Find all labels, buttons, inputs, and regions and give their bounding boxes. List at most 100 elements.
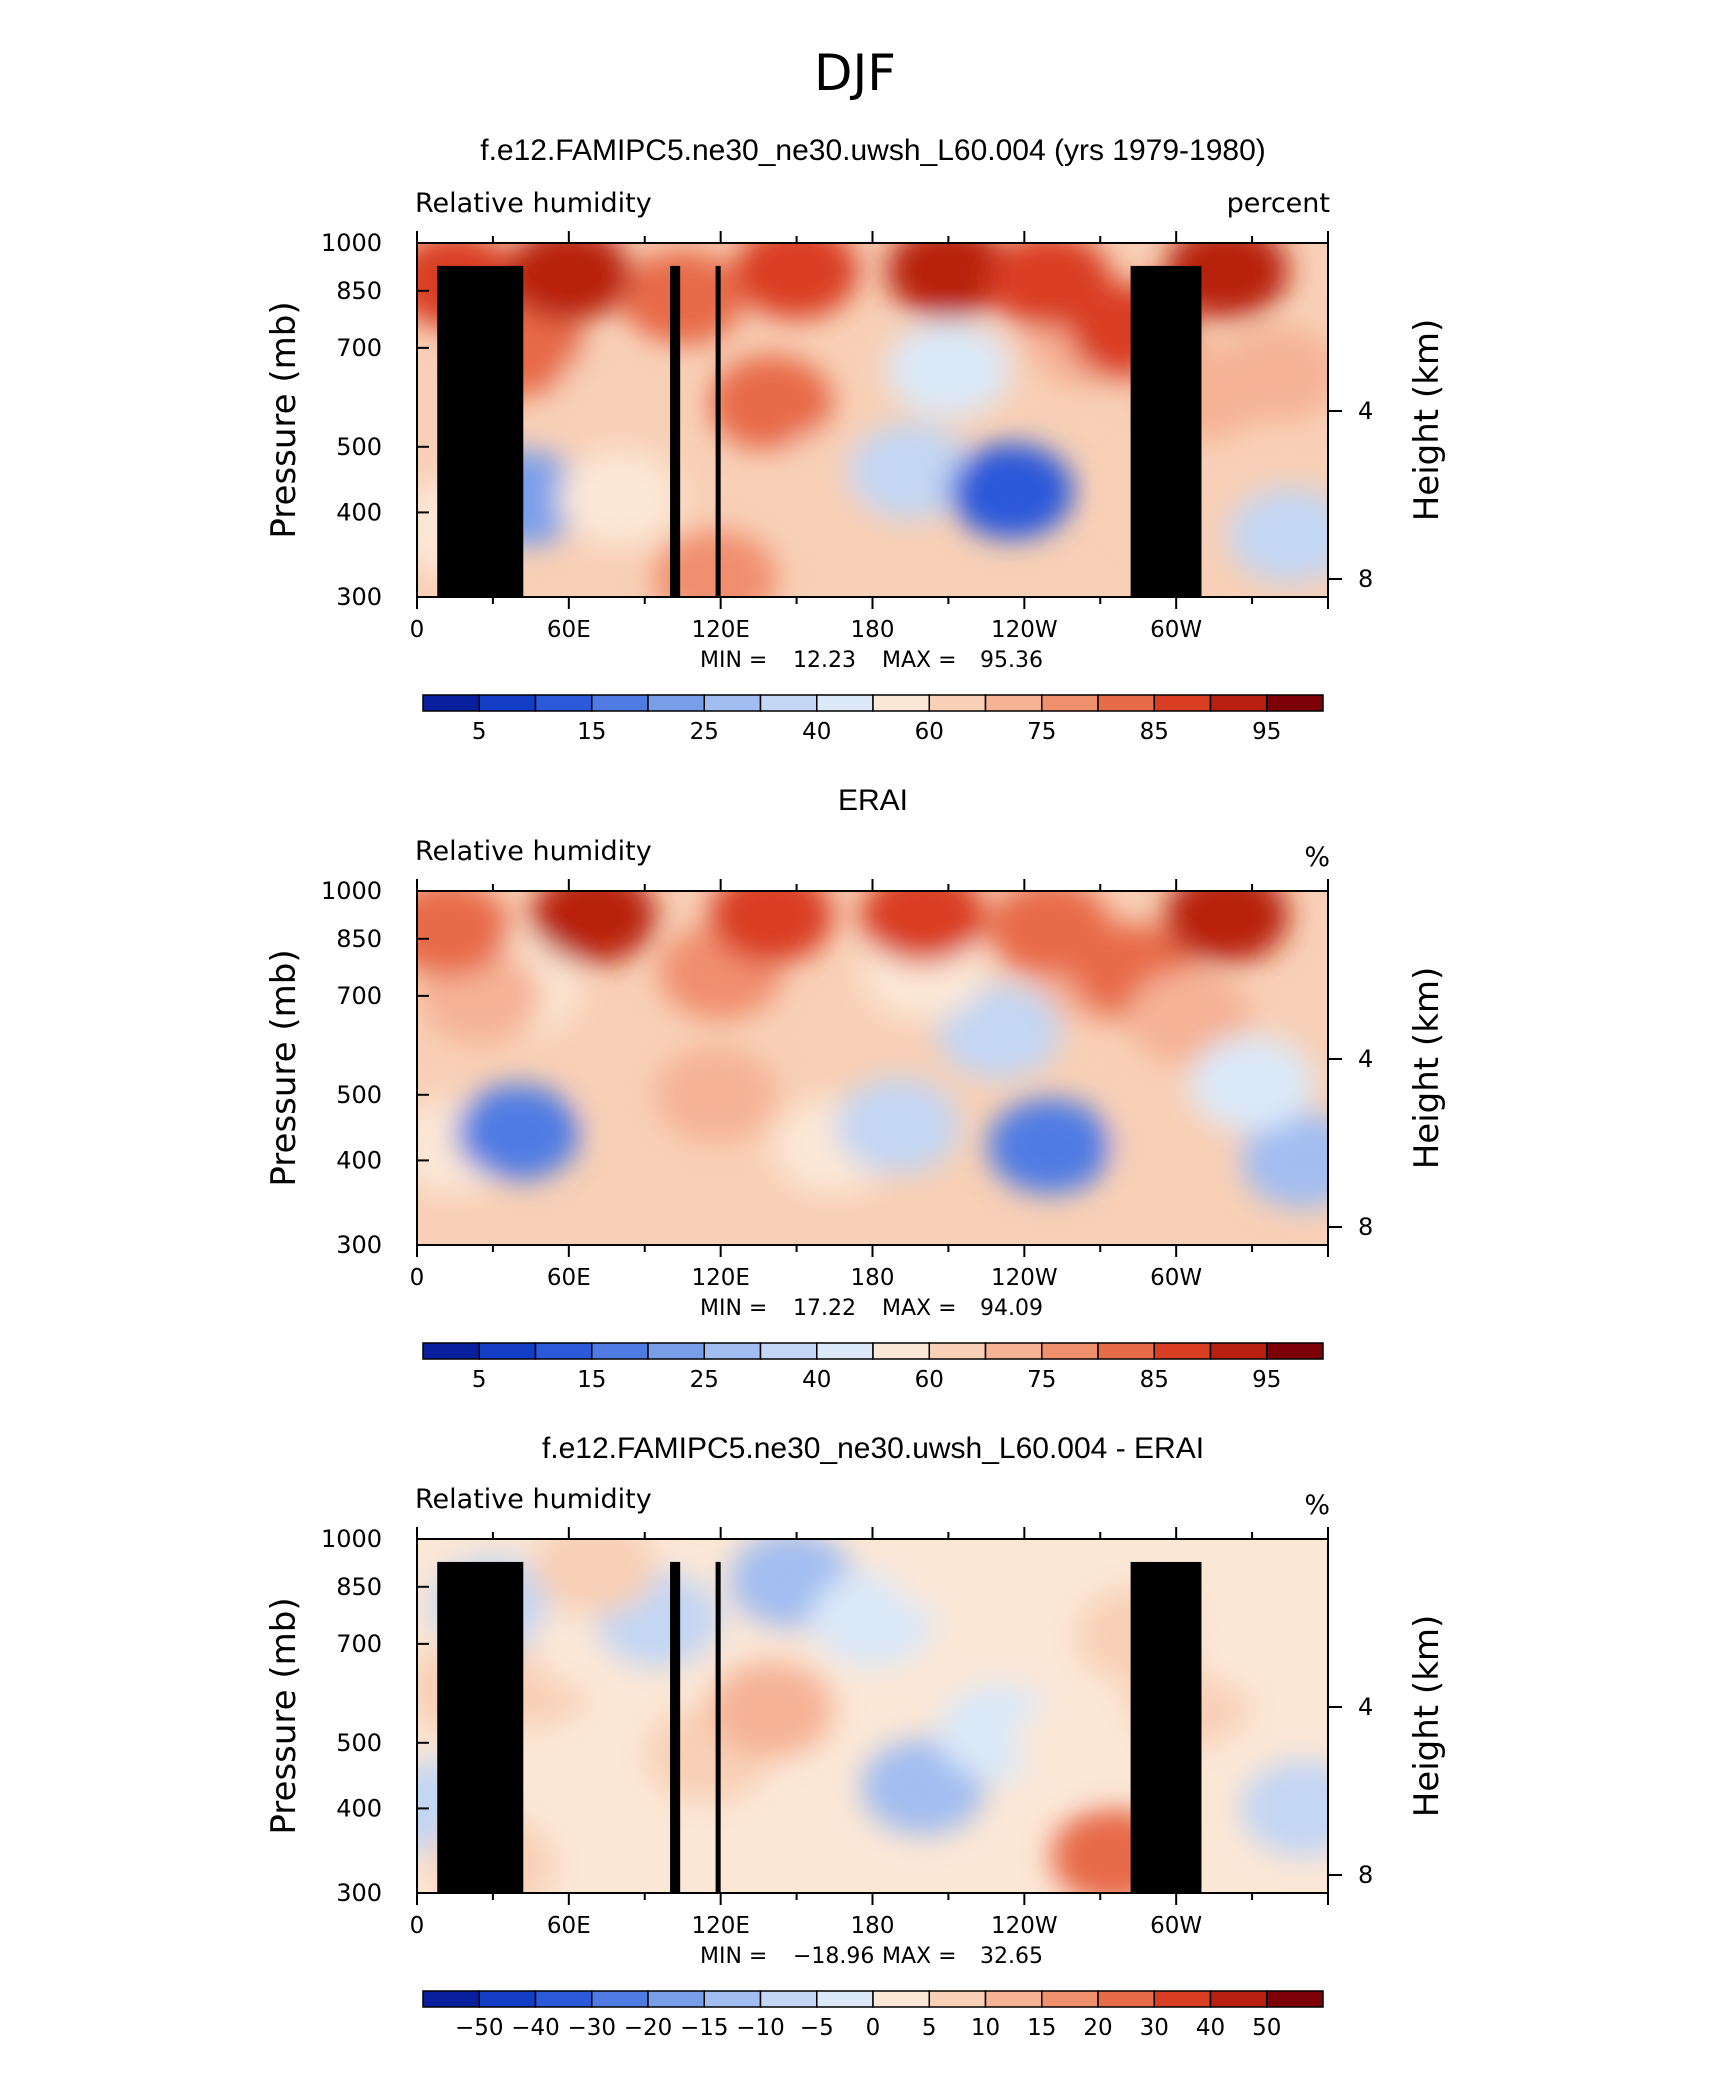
field-contour bbox=[1190, 1595, 1315, 1692]
colorbar-label: 75 bbox=[1027, 719, 1056, 745]
colorbar-bin bbox=[816, 1990, 874, 2008]
colorbar-bin bbox=[591, 694, 649, 712]
field-contour bbox=[557, 450, 682, 547]
min-value: 12.23 bbox=[793, 648, 856, 673]
colorbar-label: 25 bbox=[690, 719, 719, 745]
colorbar-bin bbox=[422, 1342, 480, 1360]
colorbar-bin bbox=[647, 694, 705, 712]
colorbar-label: −30 bbox=[567, 2015, 616, 2041]
colorbar-label: 30 bbox=[1140, 2015, 1169, 2041]
pressure-tick-label: 850 bbox=[336, 1573, 382, 1601]
colorbar-bin bbox=[1153, 694, 1212, 712]
field-contour bbox=[709, 1661, 834, 1758]
colorbar-label: 40 bbox=[802, 1367, 831, 1393]
panel-erai: ERAI Relative humidity % 0 60E 120E 180 120W… bbox=[264, 784, 1447, 1393]
colorbar-bin bbox=[1041, 694, 1099, 712]
colorbar-label: 15 bbox=[577, 719, 606, 745]
colorbar-label: 5 bbox=[922, 2015, 937, 2041]
x-tick-label: 180 bbox=[851, 617, 895, 643]
field-contour bbox=[886, 1539, 1011, 1612]
height-tick-label: 4 bbox=[1358, 397, 1373, 425]
colorbar-bin bbox=[759, 694, 818, 712]
field-contour bbox=[835, 1077, 960, 1174]
panel-model: f.e12.FAMIPC5.ne30_ne30.uwsh_L60.004 (yr… bbox=[264, 134, 1447, 745]
colorbar-bin bbox=[1266, 1990, 1324, 2008]
colorbar-label: 40 bbox=[1196, 2015, 1225, 2041]
x-tick-label: 60E bbox=[547, 617, 591, 643]
x-tick-label: 180 bbox=[851, 1913, 895, 1939]
pressure-tick-label: 1000 bbox=[321, 1525, 382, 1553]
variable-label: Relative humidity bbox=[415, 188, 652, 219]
field-contour bbox=[1240, 1760, 1328, 1857]
field-contour bbox=[653, 1046, 778, 1143]
colorbar-bin bbox=[1266, 694, 1324, 712]
field-contour bbox=[937, 983, 1062, 1080]
colorbar-label: −10 bbox=[736, 2015, 785, 2041]
colorbar-bin bbox=[872, 1342, 930, 1360]
field-contour bbox=[709, 891, 834, 964]
x-tick-label: 120W bbox=[991, 617, 1058, 643]
field-contour bbox=[557, 345, 682, 442]
max-label: MAX = bbox=[882, 1944, 957, 1969]
x-tick-label: 0 bbox=[410, 1265, 425, 1291]
topography-mask bbox=[715, 265, 721, 597]
pressure-tick-label: 1000 bbox=[321, 229, 382, 257]
height-axis-title: Height (km) bbox=[1407, 967, 1447, 1170]
variable-label: Relative humidity bbox=[415, 1484, 652, 1515]
x-tick-label: 60W bbox=[1150, 1265, 1202, 1291]
x-tick-label: 60W bbox=[1150, 1913, 1202, 1939]
topography-mask bbox=[1130, 1561, 1202, 1893]
colorbar-bin bbox=[422, 694, 480, 712]
colorbar-bin bbox=[1153, 1990, 1212, 2008]
x-tick-label: 0 bbox=[410, 617, 425, 643]
field-contour bbox=[620, 249, 745, 346]
colorbar-label: 60 bbox=[915, 719, 944, 745]
field-contour bbox=[1190, 1035, 1315, 1132]
pressure-tick-label: 700 bbox=[336, 1630, 382, 1658]
field-contour bbox=[532, 891, 657, 964]
pressure-tick-label: 850 bbox=[336, 277, 382, 305]
colorbar-label: 85 bbox=[1140, 1367, 1169, 1393]
field-contour bbox=[1126, 969, 1251, 1066]
topography-mask bbox=[490, 290, 516, 597]
colorbar-bin bbox=[984, 1342, 1043, 1360]
field-contour bbox=[861, 891, 986, 964]
colorbar-label: 95 bbox=[1252, 719, 1281, 745]
max-label: MAX = bbox=[882, 1296, 957, 1321]
x-tick-label: 180 bbox=[851, 1265, 895, 1291]
pressure-tick-label: 400 bbox=[336, 498, 382, 526]
colorbar-label: 60 bbox=[915, 1367, 944, 1393]
min-label: MIN = bbox=[700, 1296, 767, 1321]
topography-mask bbox=[1130, 265, 1202, 597]
max-value: 94.09 bbox=[980, 1296, 1043, 1321]
colorbar-bin bbox=[1209, 1990, 1268, 2008]
colorbar-bin bbox=[759, 1342, 818, 1360]
units-label: percent bbox=[1227, 188, 1330, 219]
colorbar-bin bbox=[984, 1990, 1043, 2008]
colorbar-bin bbox=[478, 694, 537, 712]
field-contour bbox=[1215, 326, 1328, 423]
x-tick-label: 120W bbox=[991, 1265, 1058, 1291]
x-tick-label: 120E bbox=[691, 1265, 749, 1291]
colorbar-bin bbox=[1041, 1990, 1099, 2008]
colorbar-label: 20 bbox=[1083, 2015, 1112, 2041]
field-contour bbox=[709, 355, 834, 452]
pressure-tick-label: 500 bbox=[336, 433, 382, 461]
colorbar-bin bbox=[928, 1342, 987, 1360]
field-contour bbox=[987, 891, 1112, 977]
height-axis-title: Height (km) bbox=[1407, 1615, 1447, 1818]
colorbar-bin bbox=[534, 1342, 593, 1360]
pressure-tick-label: 700 bbox=[336, 334, 382, 362]
colorbar-bin bbox=[1266, 1342, 1324, 1360]
x-tick-label: 60E bbox=[547, 1265, 591, 1291]
colorbar-bin bbox=[1153, 1342, 1212, 1360]
variable-label: Relative humidity bbox=[415, 836, 652, 867]
colorbar-label: 40 bbox=[802, 719, 831, 745]
pressure-axis-title: Pressure (mb) bbox=[264, 301, 304, 538]
panel-difference: f.e12.FAMIPC5.ne30_ne30.uwsh_L60.004 - E… bbox=[264, 1432, 1447, 2041]
colorbar-bin bbox=[534, 694, 593, 712]
pressure-tick-label: 1000 bbox=[321, 877, 382, 905]
colorbar-bin bbox=[1041, 1342, 1099, 1360]
colorbar-bin bbox=[1097, 694, 1155, 712]
